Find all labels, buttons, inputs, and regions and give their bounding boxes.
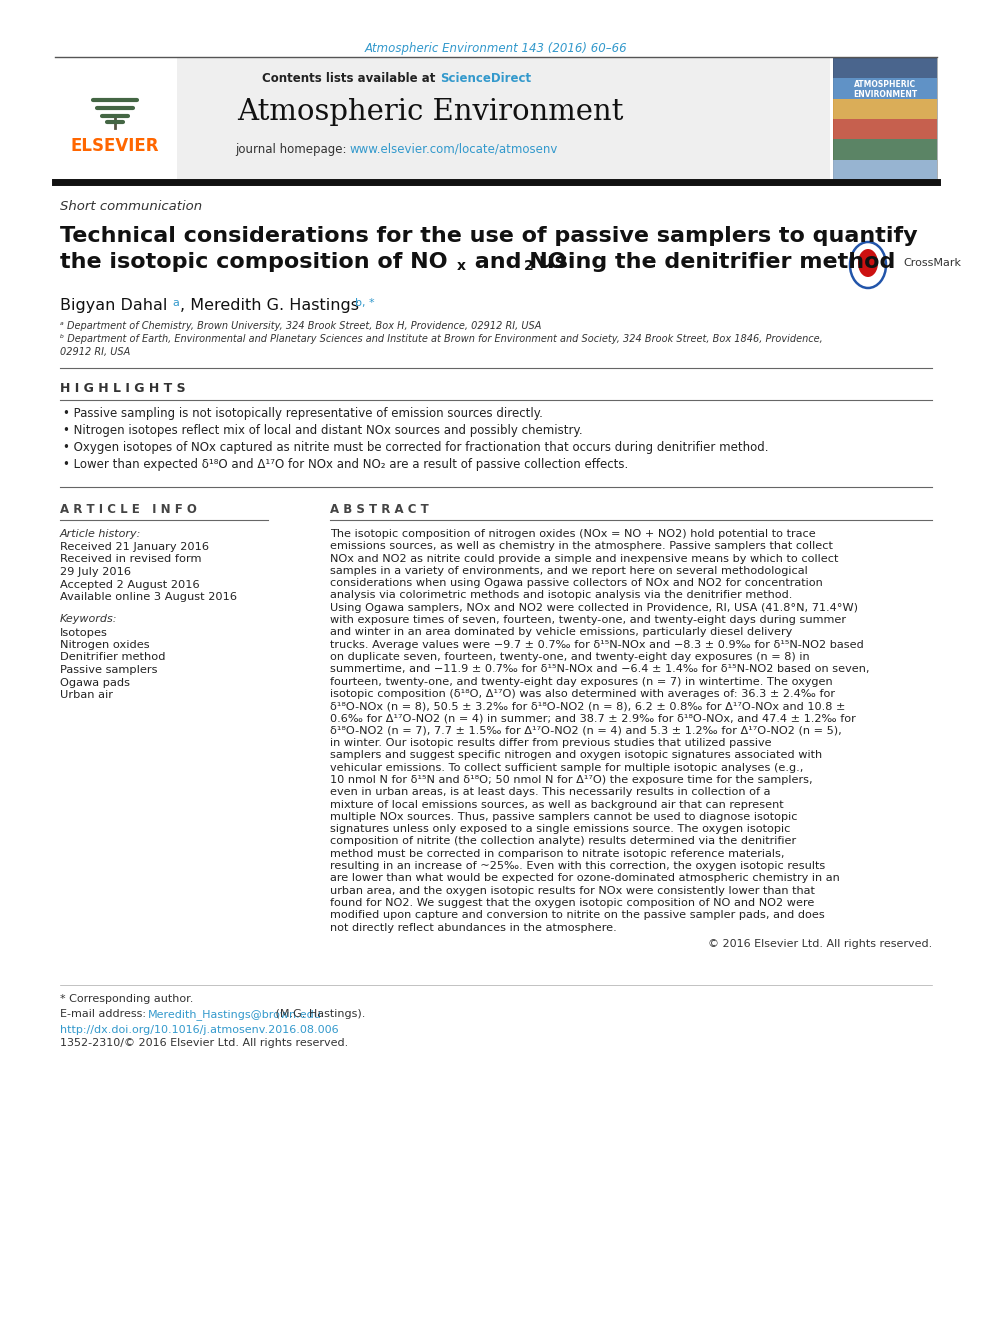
Text: E-mail address:: E-mail address:	[60, 1009, 150, 1019]
Text: Atmospheric Environment 143 (2016) 60–66: Atmospheric Environment 143 (2016) 60–66	[365, 42, 627, 56]
Text: summertime, and −11.9 ± 0.7‰ for δ¹⁵N-NOx and −6.4 ± 1.4‰ for δ¹⁵N-NO2 based on : summertime, and −11.9 ± 0.7‰ for δ¹⁵N-NO…	[330, 664, 870, 675]
Text: A R T I C L E   I N F O: A R T I C L E I N F O	[60, 503, 196, 516]
Text: 1352-2310/© 2016 Elsevier Ltd. All rights reserved.: 1352-2310/© 2016 Elsevier Ltd. All right…	[60, 1039, 348, 1048]
Text: Nitrogen oxides: Nitrogen oxides	[60, 640, 150, 650]
Bar	[55, 58, 830, 180]
Text: (M.G. Hastings).: (M.G. Hastings).	[272, 1009, 366, 1019]
Text: ᵇ Department of Earth, Environmental and Planetary Sciences and Institute at Bro: ᵇ Department of Earth, Environmental and…	[60, 333, 822, 344]
Text: Isotopes: Isotopes	[60, 627, 108, 638]
Text: Received 21 January 2016: Received 21 January 2016	[60, 542, 209, 552]
Text: • Oxygen isotopes of NOx captured as nitrite must be corrected for fractionation: • Oxygen isotopes of NOx captured as nit…	[63, 441, 769, 454]
Text: emissions sources, as well as chemistry in the atmosphere. Passive samplers that: emissions sources, as well as chemistry …	[330, 541, 833, 552]
Text: NOx and NO2 as nitrite could provide a simple and inexpensive means by which to : NOx and NO2 as nitrite could provide a s…	[330, 553, 838, 564]
Text: Keywords:: Keywords:	[60, 614, 117, 624]
Text: Passive samplers: Passive samplers	[60, 665, 158, 675]
Bar	[55, 58, 177, 180]
Text: ScienceDirect: ScienceDirect	[440, 71, 531, 85]
Text: ᵃ Department of Chemistry, Brown University, 324 Brook Street, Box H, Providence: ᵃ Department of Chemistry, Brown Univers…	[60, 321, 542, 331]
Text: Short communication: Short communication	[60, 200, 202, 213]
Text: • Nitrogen isotopes reflect mix of local and distant NOx sources and possibly ch: • Nitrogen isotopes reflect mix of local…	[63, 423, 582, 437]
Text: http://dx.doi.org/10.1016/j.atmosenv.2016.08.006: http://dx.doi.org/10.1016/j.atmosenv.201…	[60, 1025, 338, 1035]
Text: with exposure times of seven, fourteen, twenty-one, and twenty-eight days during: with exposure times of seven, fourteen, …	[330, 615, 846, 624]
Text: ELSEVIER: ELSEVIER	[70, 138, 160, 155]
Text: • Passive sampling is not isotopically representative of emission sources direct: • Passive sampling is not isotopically r…	[63, 407, 543, 419]
Text: journal homepage:: journal homepage:	[235, 143, 350, 156]
Text: samplers and suggest specific nitrogen and oxygen isotopic signatures associated: samplers and suggest specific nitrogen a…	[330, 750, 822, 761]
Text: 29 July 2016: 29 July 2016	[60, 568, 131, 577]
Text: modified upon capture and conversion to nitrite on the passive sampler pads, and: modified upon capture and conversion to …	[330, 910, 824, 921]
Text: * Corresponding author.: * Corresponding author.	[60, 994, 193, 1004]
Text: in winter. Our isotopic results differ from previous studies that utilized passi: in winter. Our isotopic results differ f…	[330, 738, 772, 747]
Bar	[833, 99, 937, 119]
Text: © 2016 Elsevier Ltd. All rights reserved.: © 2016 Elsevier Ltd. All rights reserved…	[707, 939, 932, 949]
Text: resulting in an increase of ~25‰. Even with this correction, the oxygen isotopic: resulting in an increase of ~25‰. Even w…	[330, 861, 825, 871]
Text: 2: 2	[524, 259, 534, 273]
Text: Meredith_Hastings@brown.edu: Meredith_Hastings@brown.edu	[148, 1009, 321, 1020]
Text: Atmospheric Environment: Atmospheric Environment	[237, 98, 623, 126]
Text: ATMOSPHERIC
ENVIRONMENT: ATMOSPHERIC ENVIRONMENT	[853, 79, 918, 99]
Text: The isotopic composition of nitrogen oxides (NOx = NO + NO2) hold potential to t: The isotopic composition of nitrogen oxi…	[330, 529, 815, 538]
Text: a: a	[172, 298, 179, 308]
Text: δ¹⁸O-NOx (n = 8), 50.5 ± 3.2‰ for δ¹⁸O-NO2 (n = 8), 6.2 ± 0.8‰ for Δ¹⁷O-NOx and : δ¹⁸O-NOx (n = 8), 50.5 ± 3.2‰ for δ¹⁸O-N…	[330, 701, 845, 712]
Text: Technical considerations for the use of passive samplers to quantify: Technical considerations for the use of …	[60, 226, 918, 246]
Text: composition of nitrite (the collection analyte) results determined via the denit: composition of nitrite (the collection a…	[330, 836, 797, 847]
Bar	[833, 58, 937, 78]
Ellipse shape	[858, 249, 878, 277]
Text: isotopic composition (δ¹⁸O, Δ¹⁷O) was also determined with averages of: 36.3 ± 2: isotopic composition (δ¹⁸O, Δ¹⁷O) was al…	[330, 689, 835, 699]
Text: Received in revised form: Received in revised form	[60, 554, 201, 565]
Bar	[833, 58, 937, 180]
Text: even in urban areas, is at least days. This necessarily results in collection of: even in urban areas, is at least days. T…	[330, 787, 771, 798]
Text: Urban air: Urban air	[60, 691, 113, 700]
Text: www.elsevier.com/locate/atmosenv: www.elsevier.com/locate/atmosenv	[350, 143, 558, 156]
Text: signatures unless only exposed to a single emissions source. The oxygen isotopic: signatures unless only exposed to a sing…	[330, 824, 791, 835]
Text: b, *: b, *	[355, 298, 375, 308]
Text: fourteen, twenty-one, and twenty-eight day exposures (n = 7) in wintertime. The : fourteen, twenty-one, and twenty-eight d…	[330, 676, 832, 687]
Text: Accepted 2 August 2016: Accepted 2 August 2016	[60, 579, 199, 590]
Text: the isotopic composition of NO: the isotopic composition of NO	[60, 251, 447, 273]
Text: samples in a variety of environments, and we report here on several methodologic: samples in a variety of environments, an…	[330, 566, 807, 576]
Text: vehicular emissions. To collect sufficient sample for multiple isotopic analyses: vehicular emissions. To collect sufficie…	[330, 762, 804, 773]
Text: , Meredith G. Hastings: , Meredith G. Hastings	[180, 298, 364, 314]
Bar	[833, 119, 937, 139]
Text: on duplicate seven, fourteen, twenty-one, and twenty-eight day exposures (n = 8): on duplicate seven, fourteen, twenty-one…	[330, 652, 809, 662]
Text: multiple NOx sources. Thus, passive samplers cannot be used to diagnose isotopic: multiple NOx sources. Thus, passive samp…	[330, 812, 798, 822]
Text: A B S T R A C T: A B S T R A C T	[330, 503, 429, 516]
Text: analysis via colorimetric methods and isotopic analysis via the denitrifier meth: analysis via colorimetric methods and is…	[330, 590, 793, 601]
Text: and NO: and NO	[467, 251, 566, 273]
Text: using the denitrifier method: using the denitrifier method	[531, 251, 896, 273]
Text: Article history:: Article history:	[60, 529, 142, 538]
Text: Available online 3 August 2016: Available online 3 August 2016	[60, 591, 237, 602]
Text: trucks. Average values were −9.7 ± 0.7‰ for δ¹⁵N-NOx and −8.3 ± 0.9‰ for δ¹⁵N-NO: trucks. Average values were −9.7 ± 0.7‰ …	[330, 640, 864, 650]
Bar	[833, 160, 937, 180]
Text: considerations when using Ogawa passive collectors of NOx and NO2 for concentrat: considerations when using Ogawa passive …	[330, 578, 822, 589]
Text: found for NO2. We suggest that the oxygen isotopic composition of NO and NO2 wer: found for NO2. We suggest that the oxyge…	[330, 898, 814, 908]
Text: mixture of local emissions sources, as well as background air that can represent: mixture of local emissions sources, as w…	[330, 799, 784, 810]
Bar	[833, 78, 937, 99]
Text: Ogawa pads: Ogawa pads	[60, 677, 130, 688]
Text: Denitrifier method: Denitrifier method	[60, 652, 166, 663]
Text: δ¹⁸O-NO2 (n = 7), 7.7 ± 1.5‰ for Δ¹⁷O-NO2 (n = 4) and 5.3 ± 1.2‰ for Δ¹⁷O-NO2 (n: δ¹⁸O-NO2 (n = 7), 7.7 ± 1.5‰ for Δ¹⁷O-NO…	[330, 726, 842, 736]
Text: Bigyan Dahal: Bigyan Dahal	[60, 298, 173, 314]
Text: Using Ogawa samplers, NOx and NO2 were collected in Providence, RI, USA (41.8°N,: Using Ogawa samplers, NOx and NO2 were c…	[330, 603, 858, 613]
Text: Contents lists available at: Contents lists available at	[263, 71, 440, 85]
Bar	[833, 139, 937, 160]
Text: are lower than what would be expected for ozone-dominated atmospheric chemistry : are lower than what would be expected fo…	[330, 873, 840, 884]
Text: not directly reflect abundances in the atmosphere.: not directly reflect abundances in the a…	[330, 922, 617, 933]
Text: method must be corrected in comparison to nitrate isotopic reference materials,: method must be corrected in comparison t…	[330, 849, 785, 859]
Text: 10 nmol N for δ¹⁵N and δ¹⁸O; 50 nmol N for Δ¹⁷O) the exposure time for the sampl: 10 nmol N for δ¹⁵N and δ¹⁸O; 50 nmol N f…	[330, 775, 812, 785]
Text: • Lower than expected δ¹⁸O and Δ¹⁷O for NOx and NO₂ are a result of passive coll: • Lower than expected δ¹⁸O and Δ¹⁷O for …	[63, 458, 628, 471]
Text: H I G H L I G H T S: H I G H L I G H T S	[60, 382, 186, 396]
Text: 0.6‰ for Δ¹⁷O-NO2 (n = 4) in summer; and 38.7 ± 2.9‰ for δ¹⁸O-NOx, and 47.4 ± 1.: 0.6‰ for Δ¹⁷O-NO2 (n = 4) in summer; and…	[330, 713, 856, 724]
Text: 02912 RI, USA: 02912 RI, USA	[60, 347, 130, 357]
Text: CrossMark: CrossMark	[903, 258, 961, 269]
Text: and winter in an area dominated by vehicle emissions, particularly diesel delive: and winter in an area dominated by vehic…	[330, 627, 793, 638]
Text: x: x	[457, 259, 466, 273]
Text: urban area, and the oxygen isotopic results for NOx were consistently lower than: urban area, and the oxygen isotopic resu…	[330, 885, 814, 896]
